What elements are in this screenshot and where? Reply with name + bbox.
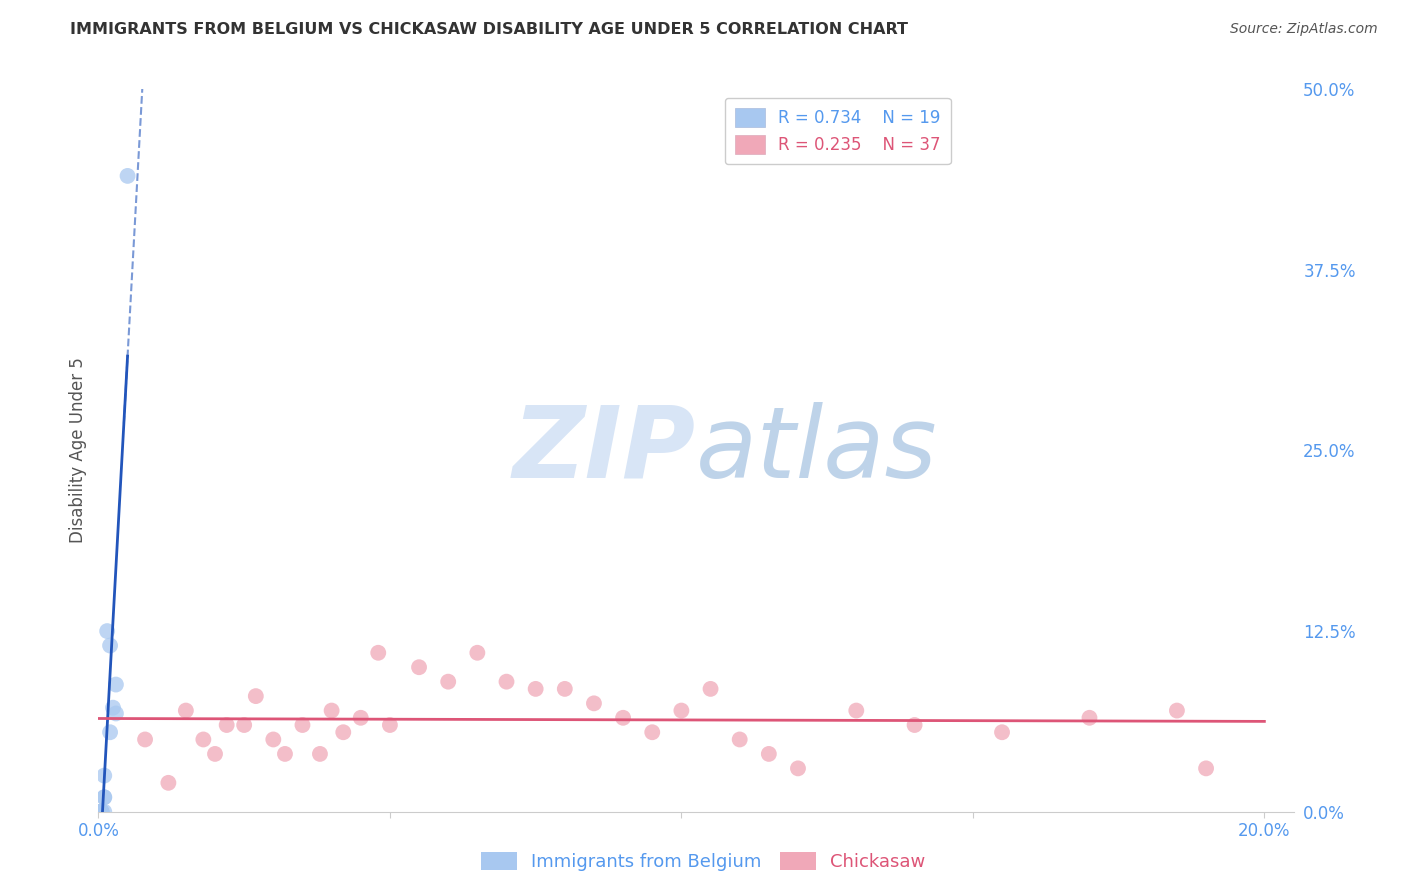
Point	[291, 718, 314, 732]
Point	[90, 805, 112, 819]
Y-axis label: Disability Age Under 5: Disability Age Under 5	[69, 358, 87, 543]
Point	[408, 660, 430, 674]
Point	[582, 696, 605, 710]
Point	[90, 805, 112, 819]
Text: Source: ZipAtlas.com: Source: ZipAtlas.com	[1230, 22, 1378, 37]
Point	[93, 769, 115, 783]
Point	[157, 776, 180, 790]
Point	[1195, 761, 1218, 775]
Point	[1078, 711, 1101, 725]
Point	[758, 747, 780, 761]
Point	[117, 169, 139, 183]
Point	[554, 681, 576, 696]
Point	[134, 732, 156, 747]
Text: IMMIGRANTS FROM BELGIUM VS CHICKASAW DISABILITY AGE UNDER 5 CORRELATION CHART: IMMIGRANTS FROM BELGIUM VS CHICKASAW DIS…	[70, 22, 908, 37]
Point	[233, 718, 256, 732]
Point	[90, 805, 112, 819]
Point	[367, 646, 389, 660]
Point	[437, 674, 460, 689]
Point	[90, 805, 112, 819]
Point	[350, 711, 373, 725]
Point	[96, 624, 118, 639]
Point	[378, 718, 401, 732]
Point	[332, 725, 354, 739]
Point	[93, 790, 115, 805]
Point	[467, 646, 489, 660]
Text: ZIP: ZIP	[513, 402, 696, 499]
Legend: Immigrants from Belgium, Chickasaw: Immigrants from Belgium, Chickasaw	[474, 845, 932, 879]
Point	[98, 725, 121, 739]
Point	[90, 805, 112, 819]
Point	[903, 718, 925, 732]
Point	[215, 718, 238, 732]
Point	[104, 706, 127, 721]
Point	[274, 747, 297, 761]
Point	[204, 747, 226, 761]
Point	[193, 732, 215, 747]
Point	[641, 725, 664, 739]
Point	[321, 704, 343, 718]
Point	[90, 805, 112, 819]
Point	[728, 732, 751, 747]
Point	[309, 747, 332, 761]
Point	[612, 711, 634, 725]
Point	[174, 704, 197, 718]
Point	[104, 677, 127, 691]
Point	[101, 700, 124, 714]
Point	[93, 805, 115, 819]
Point	[991, 725, 1014, 739]
Point	[845, 704, 868, 718]
Point	[90, 805, 112, 819]
Point	[245, 689, 267, 703]
Point	[524, 681, 547, 696]
Point	[671, 704, 693, 718]
Text: atlas: atlas	[696, 402, 938, 499]
Point	[90, 805, 112, 819]
Point	[93, 790, 115, 805]
Point	[495, 674, 517, 689]
Legend: R = 0.734    N = 19, R = 0.235    N = 37: R = 0.734 N = 19, R = 0.235 N = 37	[724, 97, 950, 164]
Point	[787, 761, 810, 775]
Point	[1166, 704, 1188, 718]
Point	[98, 639, 121, 653]
Point	[699, 681, 721, 696]
Point	[262, 732, 284, 747]
